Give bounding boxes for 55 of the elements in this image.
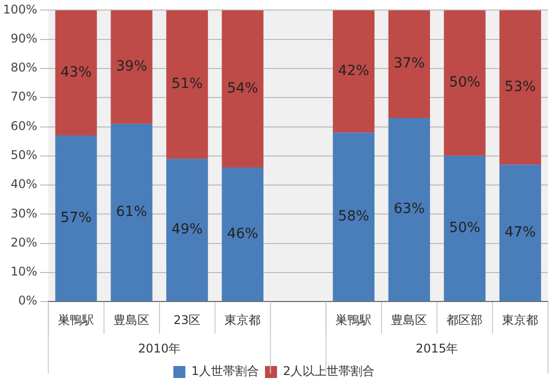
y-tick-label: 50% <box>10 148 38 162</box>
data-label: 50% <box>449 74 480 91</box>
bar <box>332 132 374 302</box>
bar <box>388 10 430 118</box>
y-tick-label: 90% <box>10 31 38 46</box>
bar <box>55 10 97 136</box>
text: 2010年 <box>138 342 181 356</box>
bar <box>110 124 152 302</box>
y-tick-label: 40% <box>10 177 38 192</box>
y-tick-label: 0% <box>18 294 38 308</box>
data-label: 61% <box>116 204 148 220</box>
data-label: 47% <box>504 224 536 241</box>
bar <box>110 10 152 124</box>
bar <box>444 10 486 156</box>
bar <box>166 158 208 302</box>
text: 2015年 <box>416 342 458 356</box>
bar <box>222 10 264 168</box>
y-tick-label: 30% <box>10 206 38 220</box>
bar <box>388 118 430 302</box>
y-tick-label: 60% <box>10 118 38 133</box>
y-tick-label: 20% <box>10 235 38 250</box>
y-tick-label: 80% <box>10 60 38 75</box>
x-tick-label: 豊島区 <box>391 312 428 327</box>
data-label: 49% <box>172 222 203 238</box>
x-tick-label: 巣鴨駅 <box>336 312 372 327</box>
data-label: 63% <box>394 201 425 218</box>
data-label: 46% <box>227 226 258 242</box>
x-tick-label: 東京都 <box>502 312 538 327</box>
x-tick-label: 東京都 <box>224 312 261 327</box>
y-tick-label: 70% <box>10 90 38 104</box>
bar <box>499 164 542 302</box>
data-label: 57% <box>60 210 92 226</box>
bar <box>55 136 97 302</box>
y-tick-label: 10% <box>10 264 38 279</box>
data-label: 51% <box>172 76 203 92</box>
bar <box>499 10 542 165</box>
bar <box>444 156 486 302</box>
y-tick-label: 100% <box>2 2 38 16</box>
legend-label: 1人世帯割合 <box>191 364 260 378</box>
data-label: 50% <box>449 220 480 236</box>
x-tick-label: 巣鴨駅 <box>58 312 94 327</box>
x-tick-label: 23区 <box>173 312 201 327</box>
data-label: 42% <box>338 63 370 80</box>
bar <box>222 168 264 302</box>
data-label: 53% <box>504 79 536 96</box>
bar <box>332 10 374 133</box>
x-tick-label: 都区部 <box>446 312 483 327</box>
data-label: 37% <box>394 56 425 72</box>
data-label: 39% <box>116 58 148 75</box>
data-label: 43% <box>60 64 92 80</box>
x-tick-label: 豊島区 <box>114 312 150 327</box>
data-label: 58% <box>338 208 370 224</box>
legend-label: 2人以上世帯割合 <box>283 364 375 378</box>
data-label: 54% <box>227 80 258 97</box>
bar <box>166 10 208 159</box>
